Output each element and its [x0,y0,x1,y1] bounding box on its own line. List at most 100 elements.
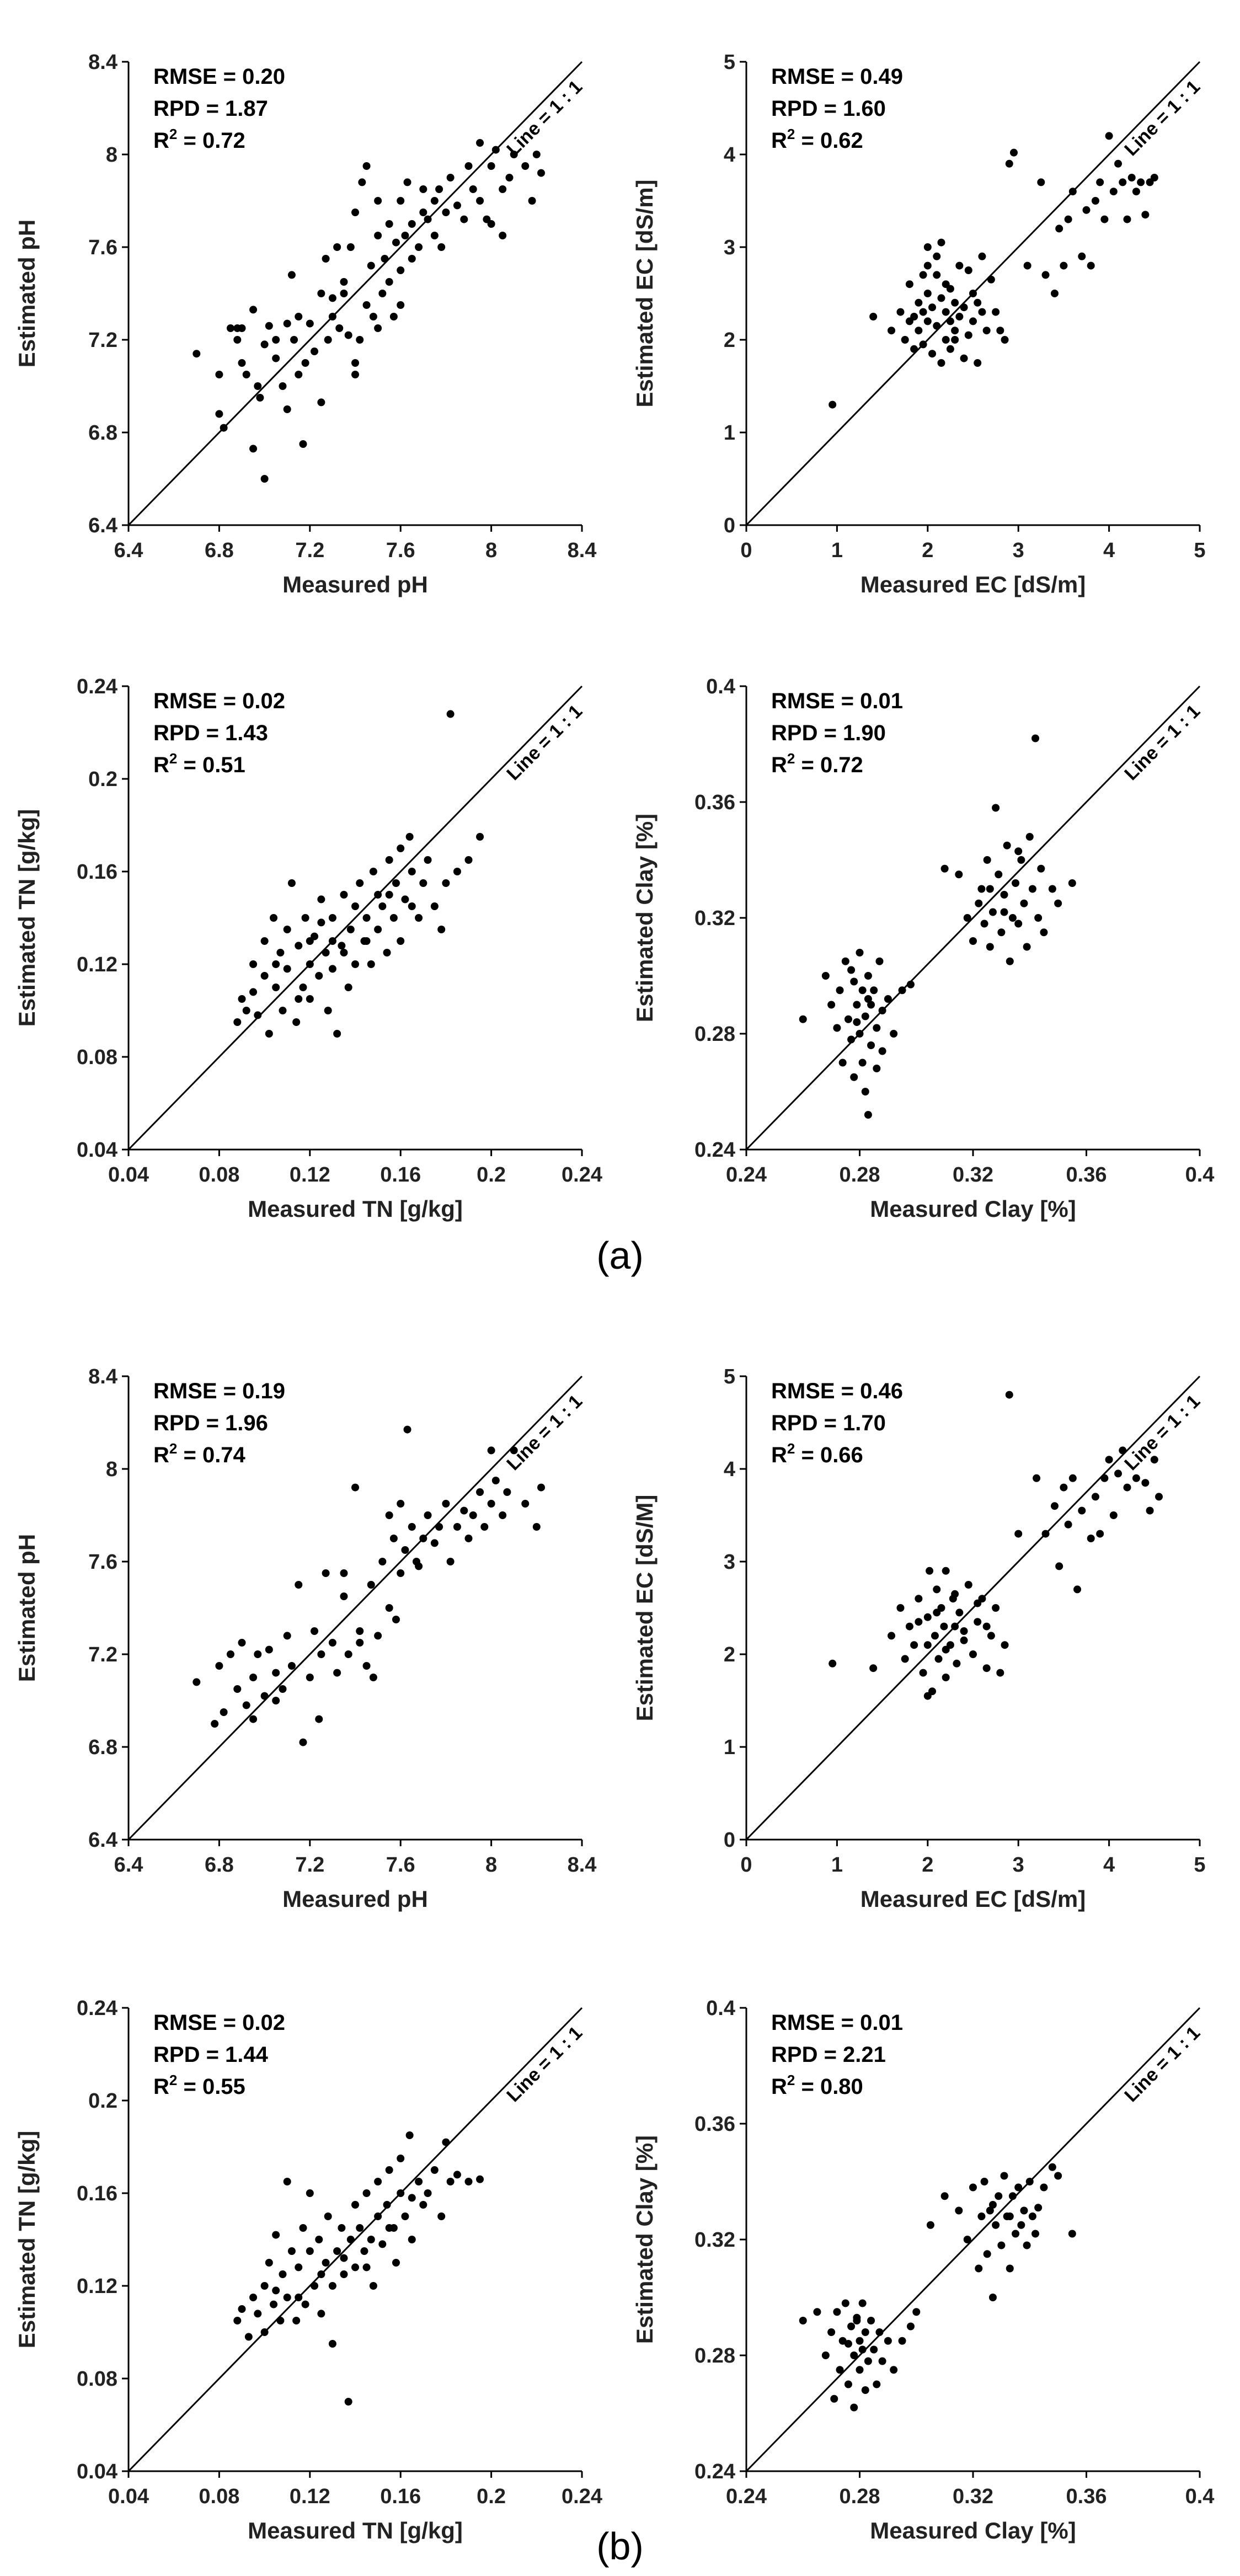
data-point [532,151,541,158]
data-point [933,322,941,330]
data-point [923,317,932,325]
x-axis-label: Measured TN [g/kg] [248,1196,463,1222]
x-tick-label: 8.4 [568,539,597,562]
r2-value: = 0.62 [795,129,863,153]
data-point [915,1595,923,1603]
x-tick-label: 0.08 [199,1163,239,1187]
data-point [442,209,450,216]
data-point [1054,2172,1062,2180]
data-point [340,1569,348,1577]
x-tick-label: 0.16 [380,1163,421,1187]
data-point [287,2247,296,2255]
data-point [340,1592,348,1600]
y-tick-label: 1 [724,1736,735,1759]
data-point [1037,864,1045,873]
data-point [1068,1474,1077,1482]
chart-a-clay: 0.24 0.28 0.32 0.36 0.4 0.24 0.28 0.32 0.36 0.4 Me… [632,675,1214,1222]
data-point [1025,833,1034,841]
chart-a-ec: 0 1 2 3 4 5 0 1 2 3 4 5 Measured EC [dS/m] Estimated … [632,51,1206,597]
data-point [397,2189,405,2197]
data-point [982,327,991,335]
r2-label: R2 = 0.74 [153,1440,246,1467]
data-point [437,2212,446,2220]
data-point [317,2310,325,2318]
data-point [951,298,959,307]
data-point [1001,336,1009,344]
data-point [328,914,336,922]
y-tick-label: 0.2 [88,2089,117,2113]
r2-value: = 0.74 [177,1443,245,1467]
x-tick-label: 6.8 [205,539,234,562]
data-point [1146,1506,1154,1515]
y-axis-label: Estimated pH [14,220,40,367]
data-point [869,1664,878,1672]
data-point [299,2224,307,2232]
data-point [980,2178,988,2185]
data-point [254,2310,262,2318]
x-tick-label: 0.32 [953,2485,993,2508]
data-point [340,278,348,286]
data-point [799,1015,807,1023]
data-point [1087,261,1095,270]
data-point [295,371,303,378]
data-point [858,1059,867,1067]
data-point [510,1446,518,1455]
data-point [1127,174,1136,181]
rpd-label: RPD = 1.44 [153,2043,269,2067]
data-point [1040,2183,1048,2192]
y-axis-label: Estimated EC [dS/m] [632,179,658,407]
data-point [923,1692,932,1700]
data-point [220,1708,228,1716]
rmse-label: RMSE = 0.01 [771,689,903,713]
data-point [878,1047,886,1055]
rpd-label: RPD = 1.70 [771,1411,886,1435]
data-point [249,445,258,453]
data-point [919,271,927,279]
data-point [942,1567,950,1575]
data-point [306,319,314,328]
data-point [435,185,443,193]
data-point [369,2282,377,2290]
data-point [358,178,366,186]
data-point [955,261,964,270]
data-point [992,2221,1000,2229]
rpd-label: RPD = 1.90 [771,721,886,745]
chart-a-tn: 0.04 0.08 0.12 0.16 0.2 0.24 0.04 0.08 0.12 0.16 0… [14,675,602,1222]
data-point [940,864,949,873]
data-point [301,359,309,367]
y-axis-label: Estimated EC [dS/M] [632,1495,658,1722]
data-point [464,162,473,170]
data-point [1100,215,1109,223]
data-point [830,2395,838,2403]
data-point [249,960,258,968]
data-point [322,1569,330,1577]
data-point [254,382,262,390]
data-point [306,2247,314,2255]
data-point [328,294,336,302]
x-tick-label: 4 [1103,539,1115,562]
data-point [322,2259,330,2267]
data-point [996,327,1004,335]
one-to-one-line-label: Line = 1 : 1 [503,701,586,784]
data-point [1037,178,1045,186]
data-point [937,238,945,247]
data-point [279,382,287,390]
data-point [403,178,411,186]
data-point [491,146,500,154]
data-point [397,1569,405,1577]
data-point [344,2398,352,2406]
data-point [983,856,991,864]
r2-symbol: R [153,2075,169,2099]
x-tick-label: 0.12 [290,2485,330,2508]
data-point [926,1567,934,1575]
data-point [1001,1641,1009,1649]
data-point [1033,1474,1041,1482]
y-tick-label: 3 [724,236,735,259]
r2-symbol: R [771,2075,787,2099]
data-point [933,1585,941,1594]
data-point [356,336,364,344]
data-point [1048,885,1056,893]
data-point [1034,2204,1043,2212]
data-point [299,984,307,991]
data-point [401,1546,409,1554]
